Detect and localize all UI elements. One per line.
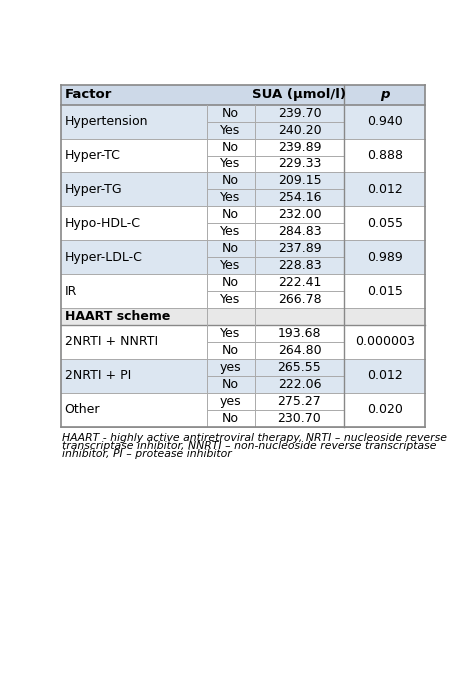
Text: IR: IR (64, 284, 77, 298)
Text: 240.20: 240.20 (278, 124, 321, 137)
Text: transcriptase inhibitor, NNRTI – non-nucleoside reverse transcriptase: transcriptase inhibitor, NNRTI – non-nuc… (63, 441, 437, 451)
Text: No: No (222, 377, 239, 391)
Text: No: No (222, 141, 239, 154)
Text: No: No (222, 242, 239, 255)
Bar (61, 392, 425, 426)
Text: 2NRTI + PI: 2NRTI + PI (64, 369, 131, 382)
Bar (61, 139, 425, 173)
Text: 239.70: 239.70 (278, 107, 321, 120)
Bar (61, 274, 425, 308)
Text: 222.41: 222.41 (278, 276, 321, 289)
Bar (61, 325, 425, 359)
Text: 229.33: 229.33 (278, 158, 321, 171)
Text: No: No (222, 208, 239, 221)
Text: 239.89: 239.89 (278, 141, 321, 154)
Text: 265.55: 265.55 (278, 361, 321, 374)
Text: 237.89: 237.89 (278, 242, 321, 255)
Text: 254.16: 254.16 (278, 191, 321, 205)
Text: 284.83: 284.83 (278, 225, 321, 238)
Text: 209.15: 209.15 (278, 175, 321, 188)
Text: 232.00: 232.00 (278, 208, 321, 221)
Text: 228.83: 228.83 (278, 259, 321, 272)
Text: 275.27: 275.27 (278, 394, 321, 407)
Text: 0.015: 0.015 (367, 284, 403, 298)
Text: Hypo-HDL-C: Hypo-HDL-C (64, 217, 141, 230)
Text: No: No (222, 344, 239, 357)
Text: Yes: Yes (220, 158, 241, 171)
Text: 0.989: 0.989 (367, 251, 402, 264)
Text: 266.78: 266.78 (278, 293, 321, 306)
Text: 0.888: 0.888 (367, 149, 403, 162)
Text: Hyper-TC: Hyper-TC (64, 149, 120, 162)
Text: Other: Other (64, 403, 100, 416)
Text: Yes: Yes (220, 191, 241, 205)
Text: Factor: Factor (64, 88, 112, 101)
Text: HAART scheme: HAART scheme (64, 310, 170, 323)
Text: Yes: Yes (220, 225, 241, 238)
Text: Yes: Yes (220, 293, 241, 306)
Text: Hyper-TG: Hyper-TG (64, 183, 122, 196)
Text: SUA (μmol/l): SUA (μmol/l) (253, 88, 346, 101)
Text: 0.012: 0.012 (367, 183, 402, 196)
Text: 193.68: 193.68 (278, 327, 321, 340)
Text: Yes: Yes (220, 259, 241, 272)
Bar (61, 105, 425, 139)
Text: HAART - highly active antiretroviral therapy, NRTI – nucleoside reverse: HAART - highly active antiretroviral the… (63, 432, 447, 443)
Text: 222.06: 222.06 (278, 377, 321, 391)
Text: 230.70: 230.70 (278, 411, 321, 424)
Text: yes: yes (220, 361, 241, 374)
Bar (61, 85, 425, 105)
Text: 264.80: 264.80 (278, 344, 321, 357)
Text: Hyper-LDL-C: Hyper-LDL-C (64, 251, 143, 264)
Text: inhibitor, PI – protease inhibitor: inhibitor, PI – protease inhibitor (63, 449, 232, 458)
Bar (61, 308, 425, 325)
Text: 0.012: 0.012 (367, 369, 402, 382)
Bar (61, 173, 425, 206)
Text: 2NRTI + NNRTI: 2NRTI + NNRTI (64, 335, 158, 348)
Text: No: No (222, 107, 239, 120)
Text: No: No (222, 175, 239, 188)
Text: No: No (222, 276, 239, 289)
Text: 0.055: 0.055 (367, 217, 403, 230)
Text: p: p (380, 88, 390, 101)
Text: 0.020: 0.020 (367, 403, 403, 416)
Text: Yes: Yes (220, 327, 241, 340)
Bar (61, 240, 425, 274)
Text: 0.000003: 0.000003 (355, 335, 415, 348)
Text: Hypertension: Hypertension (64, 115, 148, 128)
Bar (61, 206, 425, 240)
Bar (61, 359, 425, 392)
Text: 0.940: 0.940 (367, 115, 402, 128)
Text: Yes: Yes (220, 124, 241, 137)
Text: yes: yes (220, 394, 241, 407)
Text: No: No (222, 411, 239, 424)
